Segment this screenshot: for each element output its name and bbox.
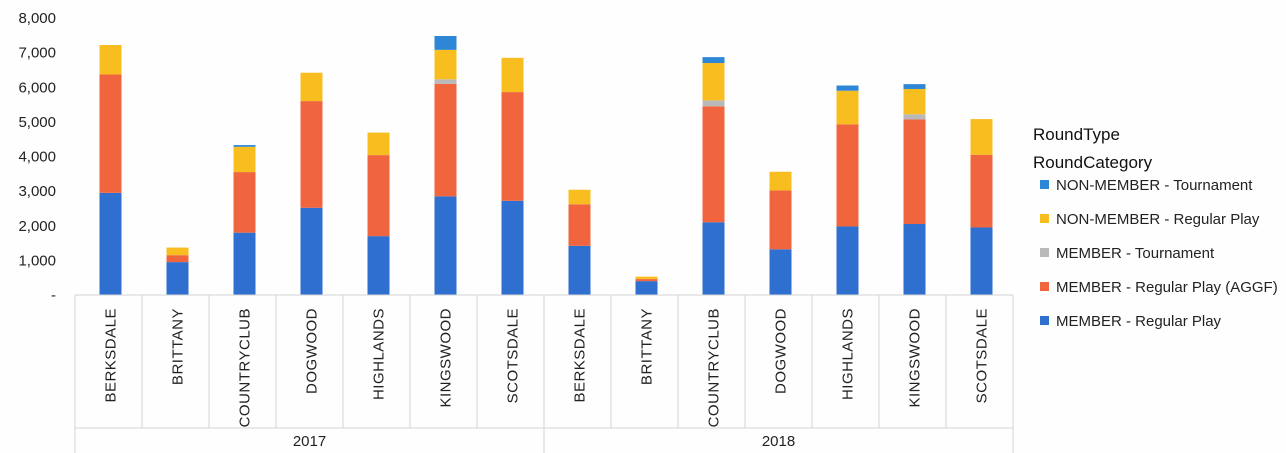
bar-segment: [702, 106, 725, 223]
bar-segment: [903, 88, 926, 115]
legend-label: NON-MEMBER - Tournament: [1056, 177, 1253, 194]
bar-segment: [903, 119, 926, 225]
bar-segment: [836, 124, 859, 227]
bar-segment: [836, 85, 859, 91]
x-tick-label: COUNTRYCLUB: [706, 308, 723, 427]
legend-label: MEMBER - Regular Play: [1056, 313, 1222, 330]
bar-segment: [99, 74, 122, 193]
bar-segment: [635, 279, 658, 282]
x-tick-label: DOGWOOD: [773, 308, 790, 394]
legend-label: MEMBER - Tournament: [1056, 245, 1215, 262]
bar-segment: [434, 83, 457, 197]
legend-swatch: [1040, 282, 1049, 291]
x-tick-label: SCOTSDALE: [974, 308, 991, 403]
bar-segment: [836, 90, 859, 125]
bar-segment: [769, 190, 792, 250]
legend-title: RoundCategory: [1033, 153, 1153, 172]
x-tick-label: BRITTANY: [170, 308, 187, 385]
y-tick-label: 6,000: [18, 79, 56, 96]
x-group-label: 2017: [293, 433, 326, 450]
x-tick-label: DOGWOOD: [304, 308, 321, 394]
bar-segment: [233, 145, 256, 147]
y-tick-label: -: [51, 287, 56, 304]
legend-swatch: [1040, 316, 1049, 325]
y-tick-label: 7,000: [18, 45, 56, 62]
bar-segment: [903, 224, 926, 295]
y-tick-label: 1,000: [18, 252, 56, 269]
bar-segment: [635, 276, 658, 280]
bar-segment: [233, 146, 256, 173]
bar-segment: [970, 154, 993, 228]
bar-segment: [166, 255, 189, 263]
y-axis: - 1,000 2,000 3,000 4,000 5,000 6,000 7,000 8,00…: [18, 10, 56, 304]
bar-segment: [769, 249, 792, 295]
x-tick-label: BERKSDALE: [572, 308, 589, 403]
bar-segment: [702, 63, 725, 101]
bar-segment: [568, 189, 591, 205]
legend: RoundType RoundCategory NON-MEMBER - Tourn…: [1033, 125, 1278, 330]
bar-segment: [568, 204, 591, 246]
legend-swatch: [1040, 180, 1049, 189]
bar-segment: [99, 192, 122, 295]
y-tick-label: 8,000: [18, 10, 56, 27]
legend-label: NON-MEMBER - Regular Play: [1056, 211, 1260, 228]
x-tick-label: BRITTANY: [639, 308, 656, 385]
y-tick-label: 3,000: [18, 183, 56, 200]
y-tick-label: 2,000: [18, 218, 56, 235]
bar-segment: [367, 155, 390, 237]
bar-segment: [300, 207, 323, 295]
bar-segment: [166, 262, 189, 295]
bar-segment: [367, 236, 390, 295]
x-tick-label: BERKSDALE: [103, 308, 120, 403]
bar-segment: [434, 196, 457, 295]
legend-swatch: [1040, 214, 1049, 223]
bar-segment: [166, 247, 189, 256]
bar-segment: [970, 227, 993, 295]
x-tick-label: HIGHLANDS: [840, 308, 857, 400]
bar-segment: [702, 222, 725, 295]
bar-segment: [903, 84, 926, 89]
bar-segment: [300, 72, 323, 102]
bar-segment: [501, 92, 524, 201]
bar-segment: [836, 226, 859, 295]
y-tick-label: 4,000: [18, 149, 56, 166]
bars: [99, 36, 993, 295]
x-tick-label: COUNTRYCLUB: [237, 308, 254, 427]
bar-segment: [501, 57, 524, 93]
bar-segment: [702, 100, 725, 107]
legend-label: MEMBER - Regular Play (AGGF): [1056, 279, 1278, 296]
bar-segment: [233, 172, 256, 233]
legend-swatch: [1040, 248, 1049, 257]
bar-segment: [99, 45, 122, 75]
x-tick-label: SCOTSDALE: [505, 308, 522, 403]
bar-segment: [434, 79, 457, 84]
bar-segment: [233, 232, 256, 295]
bar-segment: [702, 57, 725, 64]
bar-segment: [970, 119, 993, 155]
x-tick-label: KINGSWOOD: [438, 308, 455, 408]
bar-segment: [903, 114, 926, 120]
bar-segment: [769, 171, 792, 191]
x-axis: BERKSDALE BRITTANY COUNTRYCLUB DOGWOOD HIGHL…: [74, 294, 1014, 453]
x-tick-label: HIGHLANDS: [371, 308, 388, 400]
bar-segment: [367, 132, 390, 156]
bar-segment: [635, 281, 658, 295]
legend-title: RoundType: [1033, 125, 1120, 144]
x-tick-label: KINGSWOOD: [907, 308, 924, 408]
bar-segment: [434, 36, 457, 50]
x-group-label: 2018: [762, 433, 795, 450]
bar-segment: [300, 101, 323, 208]
bar-segment: [568, 245, 591, 295]
bar-segment: [501, 200, 524, 295]
bar-segment: [434, 49, 457, 80]
y-tick-label: 5,000: [18, 114, 56, 131]
